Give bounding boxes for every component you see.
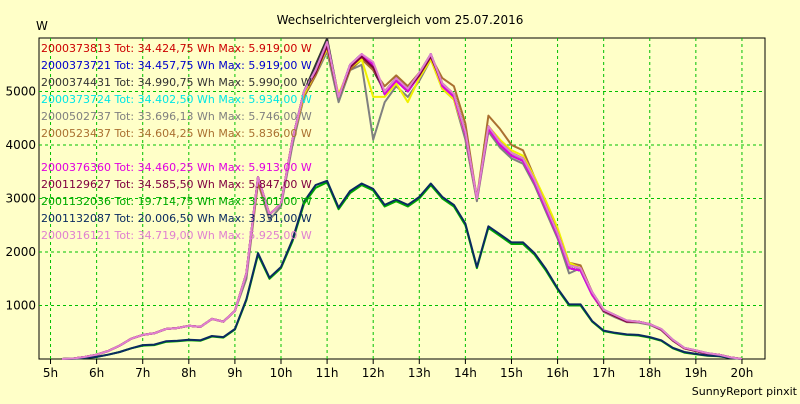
- chart-title: Wechselrichtervergleich vom 25.07.2016: [277, 13, 524, 27]
- x-tick-label: 7h: [135, 366, 150, 380]
- x-tick-label: 12h: [362, 366, 385, 380]
- x-tick-label: 8h: [181, 366, 196, 380]
- legend-entry-2000373721: 2000373721 Tot: 34.457,75 Wh Max: 5.919,…: [41, 59, 312, 72]
- legend-entry-2000374431: 2000374431 Tot: 34.990,75 Wh Max: 5.990,…: [41, 76, 312, 89]
- x-tick-label: 15h: [500, 366, 523, 380]
- legend: 2000373813 Tot: 34.424,75 Wh Max: 5.919,…: [41, 42, 312, 242]
- x-tick-label: 10h: [270, 366, 293, 380]
- y-tick-label: 2000: [5, 245, 36, 259]
- x-tick-label: 17h: [592, 366, 615, 380]
- x-tick-label: 5h: [43, 366, 58, 380]
- legend-entry-2001132087: 2001132087 Tot: 20.006,50 Wh Max: 3.331,…: [41, 212, 312, 225]
- x-tick-label: 13h: [408, 366, 431, 380]
- footer-credit: SunnyReport pinxit: [692, 385, 798, 398]
- legend-entry-2000523437: 2000523437 Tot: 34.604,25 Wh Max: 5.836,…: [41, 127, 312, 140]
- legend-entry-2000316121: 2000316121 Tot: 34.719,00 Wh Max: 5.925,…: [41, 229, 312, 242]
- x-tick-label: 19h: [684, 366, 707, 380]
- x-tick-label: 18h: [638, 366, 661, 380]
- legend-entry-2000502737: 2000502737 Tot: 33.696,13 Wh Max: 5.746,…: [41, 110, 312, 123]
- x-tick-label: 14h: [454, 366, 477, 380]
- y-tick-label: 5000: [5, 85, 36, 99]
- legend-entry-2000373724: 2000373724 Tot: 34.402,50 Wh Max: 5.934,…: [41, 93, 312, 106]
- y-tick-label: 4000: [5, 138, 36, 152]
- x-tick-label: 16h: [546, 366, 569, 380]
- legend-entry-2000373813: 2000373813 Tot: 34.424,75 Wh Max: 5.919,…: [41, 42, 312, 55]
- series-line-2000316121: [61, 41, 743, 360]
- series-line-2001132087: [61, 179, 743, 360]
- x-tick-label: 9h: [227, 366, 242, 380]
- legend-entry-2001129627: 2001129627 Tot: 34.585,50 Wh Max: 5.847,…: [41, 178, 312, 191]
- series-layer: [61, 37, 743, 360]
- axes: 5h 6h 7h 8h 9h 10h 11h 12h 13h 14h 15h 16h 17h 18h 19h…: [5, 85, 753, 381]
- x-tick-label: 11h: [316, 366, 339, 380]
- grid-layer: [39, 38, 765, 359]
- x-tick-label: 6h: [89, 366, 104, 380]
- y-axis-label: W: [36, 19, 48, 33]
- y-tick-label: 3000: [5, 192, 36, 206]
- legend-entry-2001132036: 2001132036 Tot: 19.714,75 Wh Max: 3.301,…: [41, 195, 312, 208]
- x-tick-label: 20h: [731, 366, 754, 380]
- legend-entry-2000376360: 2000376360 Tot: 34.460,25 Wh Max: 5.913,…: [41, 161, 312, 174]
- y-tick-label: 1000: [5, 299, 36, 313]
